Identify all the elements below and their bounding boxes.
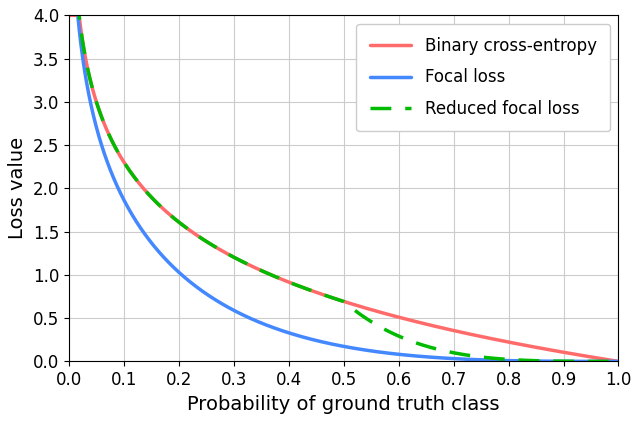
Reduced focal loss bbox=[128, 172, 136, 177]
Reduced focal loss bbox=[161, 208, 168, 213]
Binary cross-entropy bbox=[66, 13, 74, 18]
X-axis label: Probability of ground truth class: Probability of ground truth class bbox=[188, 395, 500, 414]
Binary cross-entropy bbox=[300, 285, 308, 290]
Line: Reduced focal loss: Reduced focal loss bbox=[70, 0, 618, 361]
Line: Binary cross-entropy: Binary cross-entropy bbox=[70, 15, 618, 361]
Focal loss bbox=[276, 327, 284, 333]
Binary cross-entropy bbox=[161, 208, 168, 213]
Binary cross-entropy bbox=[614, 359, 622, 364]
Focal loss bbox=[128, 212, 136, 217]
Binary cross-entropy bbox=[604, 357, 611, 362]
Binary cross-entropy bbox=[128, 172, 136, 177]
Reduced focal loss bbox=[545, 358, 552, 363]
Reduced focal loss bbox=[276, 276, 284, 281]
Reduced focal loss bbox=[300, 285, 308, 290]
Focal loss bbox=[604, 359, 611, 364]
Binary cross-entropy bbox=[276, 276, 284, 281]
Reduced focal loss bbox=[614, 359, 622, 364]
Focal loss bbox=[300, 335, 308, 340]
Focal loss bbox=[614, 359, 622, 364]
Line: Focal loss: Focal loss bbox=[70, 0, 618, 361]
Focal loss bbox=[545, 359, 552, 364]
Focal loss bbox=[161, 256, 168, 261]
Binary cross-entropy bbox=[545, 347, 552, 352]
Y-axis label: Loss value: Loss value bbox=[8, 137, 28, 239]
Reduced focal loss bbox=[604, 359, 611, 364]
Legend: Binary cross-entropy, Focal loss, Reduced focal loss: Binary cross-entropy, Focal loss, Reduce… bbox=[356, 24, 610, 131]
